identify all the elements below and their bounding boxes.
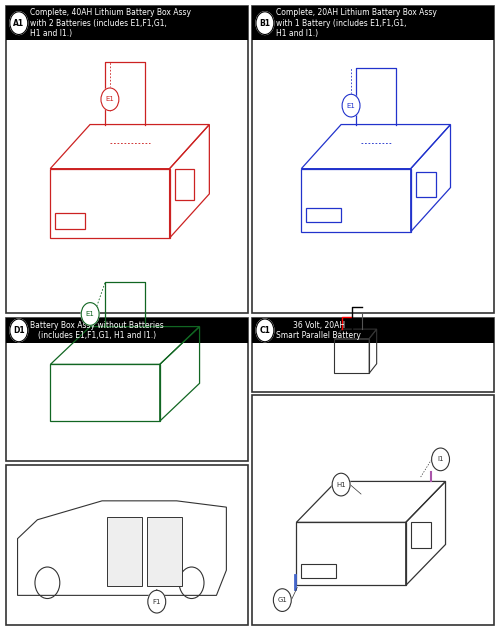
Circle shape	[274, 589, 291, 611]
FancyBboxPatch shape	[6, 318, 248, 343]
Text: H1: H1	[336, 482, 346, 487]
FancyBboxPatch shape	[6, 465, 248, 625]
FancyBboxPatch shape	[252, 6, 494, 41]
FancyBboxPatch shape	[107, 517, 142, 586]
Text: F1: F1	[152, 599, 161, 605]
Text: Complete, 20AH Lithium Battery Box Assy
with 1 Battery (includes E1,F1,G1,
H1 an: Complete, 20AH Lithium Battery Box Assy …	[276, 8, 437, 38]
Circle shape	[432, 448, 450, 471]
Circle shape	[101, 88, 119, 111]
FancyBboxPatch shape	[252, 318, 494, 343]
FancyBboxPatch shape	[6, 6, 248, 313]
Text: Battery Box Assy without Batteries
(includes E1,F1,G1, H1 and I1.): Battery Box Assy without Batteries (incl…	[30, 321, 164, 340]
Text: C1: C1	[260, 326, 270, 335]
Circle shape	[148, 591, 166, 613]
Text: D1: D1	[13, 326, 24, 335]
Circle shape	[81, 303, 99, 325]
FancyBboxPatch shape	[252, 395, 494, 625]
Circle shape	[10, 12, 28, 34]
FancyBboxPatch shape	[147, 517, 182, 586]
FancyBboxPatch shape	[252, 318, 494, 392]
Text: 36 Volt, 20AH
Smart Parallel Battery: 36 Volt, 20AH Smart Parallel Battery	[276, 321, 361, 340]
Circle shape	[256, 12, 274, 34]
Circle shape	[342, 94, 360, 117]
Text: E1: E1	[86, 311, 94, 317]
Circle shape	[332, 473, 350, 496]
FancyBboxPatch shape	[252, 6, 494, 313]
FancyBboxPatch shape	[6, 318, 248, 461]
Text: E1: E1	[346, 103, 356, 109]
Circle shape	[256, 319, 274, 342]
Text: B1: B1	[260, 18, 270, 28]
Text: G1: G1	[278, 597, 287, 603]
Text: I1: I1	[438, 456, 444, 462]
Text: A1: A1	[13, 18, 24, 28]
Circle shape	[10, 319, 28, 342]
FancyBboxPatch shape	[6, 6, 248, 41]
Text: Complete, 40AH Lithium Battery Box Assy
with 2 Batteries (includes E1,F1,G1,
H1 : Complete, 40AH Lithium Battery Box Assy …	[30, 8, 191, 38]
Text: E1: E1	[106, 96, 114, 103]
